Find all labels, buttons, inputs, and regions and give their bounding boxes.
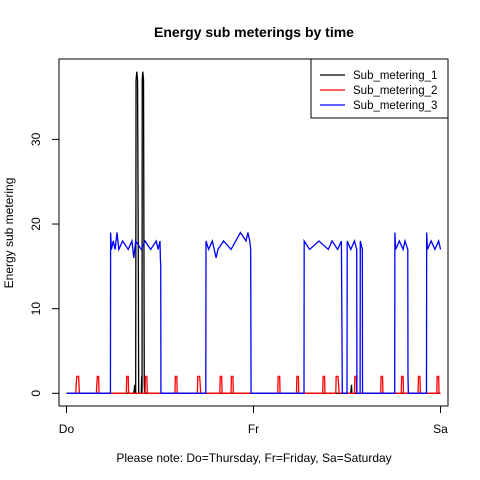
x-tick-label: Sa: [433, 422, 448, 436]
series-line-2: [66, 375, 441, 394]
x-axis-label: Please note: Do=Thursday, Fr=Friday, Sa=…: [116, 451, 391, 465]
x-tick-label: Do: [59, 422, 75, 436]
legend: Sub_metering_1 Sub_metering_2 Sub_metering…: [310, 58, 449, 119]
y-tick-label: 20: [29, 217, 43, 231]
chart-title: Energy sub meterings by time: [154, 24, 354, 40]
y-tick-label: 10: [29, 302, 43, 316]
x-axis: Do Fr Sa: [59, 405, 448, 436]
y-tick-label: 30: [29, 132, 43, 146]
series-line-1: [66, 71, 441, 394]
x-tick-label: Fr: [248, 422, 259, 436]
series-line-3: [66, 231, 442, 394]
legend-label: Sub_metering_1: [353, 70, 437, 82]
y-tick-label: 0: [29, 390, 43, 397]
legend-label: Sub_metering_2: [353, 85, 437, 97]
legend-label: Sub_metering_3: [353, 100, 437, 112]
y-axis-label: Energy sub metering: [2, 178, 16, 289]
y-axis: 0 10 20 30: [29, 132, 60, 397]
series-layer: [66, 71, 442, 394]
legend-box: [310, 58, 449, 119]
